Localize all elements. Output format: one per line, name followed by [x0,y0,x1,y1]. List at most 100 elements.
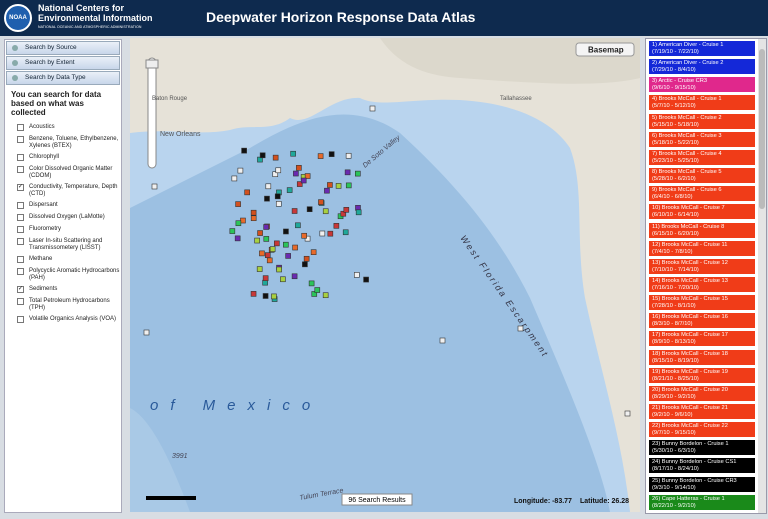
station-marker[interactable] [283,241,289,248]
station-marker[interactable] [269,246,276,252]
station-marker[interactable] [274,240,280,247]
station-marker[interactable] [151,183,158,190]
accordion-header[interactable]: Search by Data Type [6,71,120,85]
station-marker[interactable] [439,337,446,344]
station-marker[interactable] [283,228,289,235]
station-marker[interactable] [304,235,311,242]
station-marker[interactable] [266,257,273,264]
cruise-item[interactable]: 6) Brooks McCall - Cruise 3 (5/18/10 - 5/… [648,130,756,148]
accordion-header[interactable]: Search by Extent [6,56,120,70]
station-marker[interactable] [257,230,263,236]
station-marker[interactable] [317,153,324,159]
station-marker[interactable] [355,170,361,177]
cruise-item[interactable]: 2) American Diver - Cruise 2 (7/29/10 - 8… [648,58,756,76]
station-marker[interactable] [345,182,352,189]
station-marker[interactable] [344,169,351,176]
station-marker[interactable] [369,105,376,112]
station-marker[interactable] [296,165,302,171]
station-marker[interactable] [327,230,334,237]
station-marker[interactable] [291,273,298,280]
station-marker[interactable] [328,151,335,157]
station-marker[interactable] [290,150,296,157]
station-marker[interactable] [259,152,266,159]
cruise-item[interactable]: 9) Brooks McCall - Cruise 6 (6/4/10 - 6/8… [648,185,756,203]
basemap-label[interactable]: Basemap [588,46,624,55]
station-marker[interactable] [274,193,281,200]
station-marker[interactable] [231,175,238,182]
cruise-item[interactable]: 16) Brooks McCall - Cruise 16 (8/3/10 - 8… [648,312,756,330]
station-marker[interactable] [262,275,269,281]
station-marker[interactable] [262,293,269,299]
station-marker[interactable] [229,228,236,234]
checkbox[interactable] [17,298,24,305]
station-marker[interactable] [263,236,270,242]
station-marker[interactable] [355,209,362,216]
station-marker[interactable] [311,291,318,297]
cruise-item[interactable]: 4) Brooks McCall - Cruise 1 (5/7/10 - 5/1… [648,94,756,112]
station-marker[interactable] [318,199,324,205]
station-marker[interactable] [263,224,269,230]
cruise-item[interactable]: 11) Brooks McCall - Cruise 8 (6/15/10 - 6… [648,221,756,239]
cruise-item[interactable]: 10) Brooks McCall - Cruise 7 (6/10/10 - 6… [648,203,756,221]
station-marker[interactable] [342,229,349,236]
cruise-item[interactable]: 13) Brooks McCall - Cruise 12 (7/10/10 - … [648,257,756,275]
cruise-item[interactable]: 18) Brooks McCall - Cruise 18 (8/15/10 - … [648,348,756,366]
station-marker[interactable] [345,152,352,159]
station-marker[interactable] [319,230,326,237]
station-marker[interactable] [244,189,250,196]
cruise-item[interactable]: 5) Brooks McCall - Cruise 2 (5/15/10 - 5/… [648,112,756,130]
cruise-item[interactable]: 12) Brooks McCall - Cruise 11 (7/4/10 - 7… [648,239,756,257]
data-type-option[interactable]: Laser In-situ Scattering and Transmissom… [5,237,121,255]
checkbox[interactable]: ✓ [17,184,25,191]
cruise-item[interactable]: 14) Brooks McCall - Cruise 13 (7/16/10 - … [648,275,756,293]
station-marker[interactable] [275,167,282,174]
basemap-button[interactable] [575,42,635,57]
station-marker[interactable] [235,220,242,227]
data-type-option[interactable]: Fluorometry [5,225,121,237]
zoom-slider[interactable] [145,57,159,169]
station-marker[interactable] [292,244,298,251]
station-marker[interactable] [333,223,340,229]
station-marker[interactable] [275,201,282,207]
checkbox[interactable] [17,202,24,209]
station-marker[interactable] [271,293,277,300]
station-marker[interactable] [280,276,286,283]
data-type-option[interactable]: ✓ Conductivity, Temperature, Depth (CTD) [5,183,121,201]
checkbox[interactable] [17,214,24,221]
station-marker[interactable] [241,147,247,154]
station-marker[interactable] [286,187,293,193]
accordion-header[interactable]: Search by Source [6,41,120,55]
station-marker[interactable] [285,253,291,259]
station-marker[interactable] [335,183,342,189]
cruise-item[interactable]: 19) Brooks McCall - Cruise 19 (8/21/10 - … [648,366,756,384]
station-marker[interactable] [240,217,246,224]
station-marker[interactable] [276,266,282,273]
station-marker[interactable] [250,209,257,216]
station-marker[interactable] [296,181,303,187]
cruise-item[interactable]: 8) Brooks McCall - Cruise 5 (5/28/10 - 6/… [648,167,756,185]
station-marker[interactable] [624,410,631,417]
cruise-item[interactable]: 26) Cape Hatteras - Cruise 1 (8/22/10 - 9… [648,493,756,511]
station-marker[interactable] [272,154,279,161]
station-marker[interactable] [322,208,329,215]
station-marker[interactable] [363,276,369,283]
checkbox[interactable] [17,226,24,233]
data-type-option[interactable]: Total Petroleum Hydrocarbons (TPH) [5,297,121,315]
checkbox[interactable] [17,154,24,161]
station-marker[interactable] [259,250,265,257]
station-marker[interactable] [264,195,270,202]
station-marker[interactable] [272,171,279,177]
cruise-item[interactable]: 25) Bunny Bordelon - Cruise CR3 (9/3/10 -… [648,475,756,493]
checkbox[interactable] [17,268,24,275]
station-marker[interactable] [256,266,263,272]
station-marker[interactable] [234,235,241,242]
station-marker[interactable] [237,167,244,174]
station-marker[interactable] [310,249,317,255]
station-marker[interactable] [306,206,313,213]
station-marker[interactable] [517,325,524,332]
scrollbar[interactable] [758,39,766,513]
scroll-thumb[interactable] [759,49,765,209]
cruise-item[interactable]: 17) Brooks McCall - Cruise 17 (8/9/10 - 8… [648,330,756,348]
checkbox[interactable] [17,238,24,245]
